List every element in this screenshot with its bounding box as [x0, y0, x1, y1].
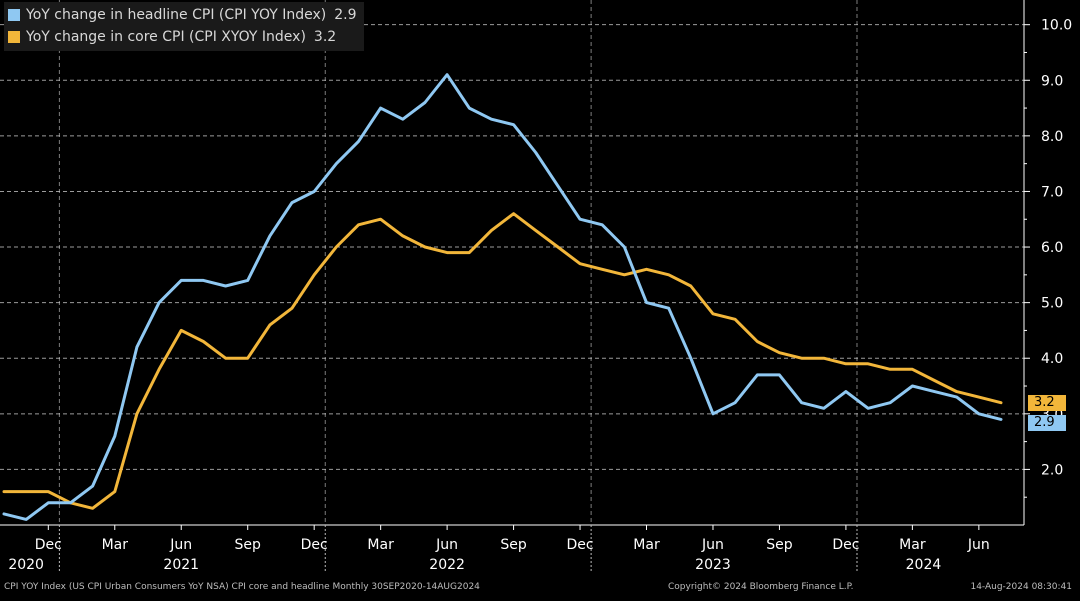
footer-timestamp: 14-Aug-2024 08:30:41: [970, 582, 1072, 592]
series-lines: [2, 73, 1003, 521]
x-tick-label: Mar: [102, 537, 129, 553]
x-tick-label: Mar: [633, 537, 660, 553]
legend-label-core: YoY change in core CPI (CPI XYOY Index): [26, 29, 306, 45]
gridlines: [0, 0, 1024, 525]
y-tick-label: 7.0: [1041, 184, 1063, 200]
y-tick-label: 2.0: [1041, 462, 1063, 478]
y-axis: 2.03.04.05.06.07.08.09.010.0: [1023, 0, 1072, 525]
legend-value-core: 3.2: [313, 29, 337, 45]
x-tick-label: Mar: [367, 537, 394, 553]
chart-footer: CPI YOY Index (US CPI Urban Consumers Yo…: [0, 576, 1080, 598]
x-tick-label: Sep: [500, 537, 527, 553]
x-tick-label: Jun: [967, 537, 990, 553]
x-tick-label: Mar: [899, 537, 926, 553]
y-tick-label: 5.0: [1041, 296, 1063, 312]
y-tick-label: 6.0: [1041, 240, 1063, 256]
series-line-headline: [2, 73, 1003, 521]
legend-item-headline: YoY change in headline CPI (CPI YOY Inde…: [8, 4, 356, 26]
x-year-label: 2020: [8, 557, 44, 573]
end-label-headline: 2.9: [1028, 415, 1066, 432]
x-year-label: 2023: [695, 557, 731, 573]
y-tick-label: 8.0: [1041, 129, 1063, 145]
x-year-label: 2022: [429, 557, 465, 573]
footer-copyright: Copyright© 2024 Bloomberg Finance L.P.: [668, 582, 854, 592]
footer-source: CPI YOY Index (US CPI Urban Consumers Yo…: [4, 582, 480, 592]
x-axis: Dec Mar Jun Sep Dec Mar Jun Sep Dec Mar Jun Sep Dec M…: [0, 524, 1024, 573]
y-tick-label: 4.0: [1041, 351, 1063, 367]
legend-swatch-headline: [8, 9, 20, 21]
x-tick-label: Jun: [701, 537, 724, 553]
legend: YoY change in headline CPI (CPI YOY Inde…: [4, 2, 365, 51]
legend-value-headline: 2.9: [334, 7, 357, 23]
x-tick-label: Jun: [435, 537, 458, 553]
x-tick-label: Dec: [301, 537, 328, 553]
x-tick-label: Dec: [35, 537, 62, 553]
x-tick-label: Dec: [832, 537, 859, 553]
x-year-label: 2024: [906, 557, 942, 573]
series-line-core: [2, 212, 1003, 510]
x-year-label: 2021: [163, 557, 199, 573]
y-tick-label: 9.0: [1041, 73, 1063, 89]
x-tick-label: Jun: [169, 537, 192, 553]
x-tick-label: Sep: [235, 537, 262, 553]
legend-item-core: YoY change in core CPI (CPI XYOY Index) …: [8, 26, 356, 48]
legend-swatch-core: [8, 31, 20, 43]
legend-label-headline: YoY change in headline CPI (CPI YOY Inde…: [26, 7, 327, 23]
x-tick-label: Sep: [766, 537, 793, 553]
x-tick-label: Dec: [566, 537, 593, 553]
y-tick-label: 10.0: [1041, 18, 1072, 34]
end-label-core: 3.2: [1028, 394, 1066, 411]
